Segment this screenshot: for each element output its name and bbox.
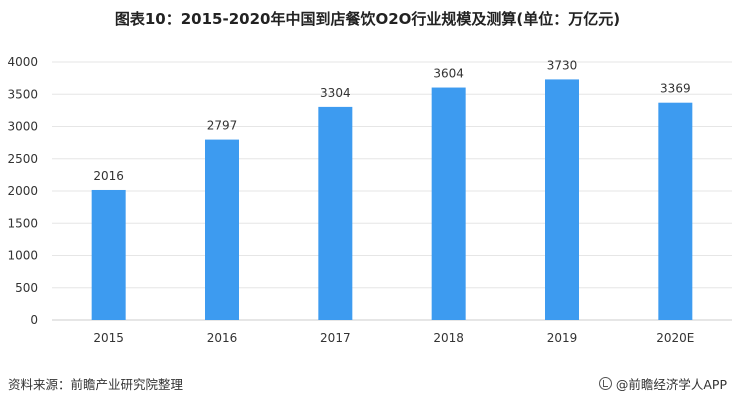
y-tick-label: 3500: [7, 87, 38, 101]
x-axis-ticks: 2015 2016 2017 2018 2019 2020E: [93, 331, 694, 345]
data-label: 2797: [207, 119, 238, 133]
bar: [205, 139, 239, 320]
brand-credit: @前瞻经济学人APP: [598, 374, 727, 393]
x-tick-label: 2016: [207, 331, 238, 345]
x-tick-label: 2017: [320, 331, 351, 345]
chart-title: 图表10：2015-2020年中国到店餐饮O2O行业规模及测算(单位：万亿元): [114, 10, 621, 28]
bar: [91, 189, 126, 320]
x-tick-label: 2018: [433, 331, 464, 345]
brand-text: @前瞻经济学人APP: [615, 377, 727, 392]
data-label: 3730: [547, 58, 578, 72]
y-tick-label: 1000: [7, 249, 38, 263]
data-label: 3604: [433, 67, 464, 81]
bar: [545, 79, 579, 320]
bars: [91, 79, 693, 321]
y-tick-label: 1500: [7, 216, 38, 230]
data-label: 3304: [320, 86, 351, 100]
footer: 资料来源：前瞻产业研究院整理 @前瞻经济学人APP: [8, 374, 727, 394]
y-tick-label: 4000: [7, 55, 38, 69]
y-tick-label: 0: [30, 313, 38, 327]
y-tick-label: 500: [15, 281, 38, 295]
data-label: 2016: [93, 169, 124, 183]
x-tick-label: 2015: [93, 331, 124, 345]
y-tick-label: 2500: [7, 152, 38, 166]
x-tick-label: 2019: [547, 331, 578, 345]
data-labels: 2016 2797 3304 3604 3730 3369: [93, 58, 690, 183]
y-axis-ticks: 0 500 1000 1500 2000 2500 3000 3500 4000: [7, 55, 38, 327]
y-tick-label: 3000: [7, 120, 38, 134]
source-note: 资料来源：前瞻产业研究院整理: [8, 377, 184, 392]
bar: [658, 102, 693, 321]
grid-lines: [52, 61, 732, 321]
data-label: 3369: [660, 82, 691, 96]
y-tick-label: 2000: [7, 184, 38, 198]
bar: [318, 106, 353, 320]
brand-logo-icon: [598, 377, 612, 390]
bar-chart: 0 500 1000 1500 2000 2500 3000 3500 4000 2016 279…: [7, 55, 732, 345]
x-tick-label: 2020E: [656, 331, 694, 345]
bar: [431, 87, 466, 321]
